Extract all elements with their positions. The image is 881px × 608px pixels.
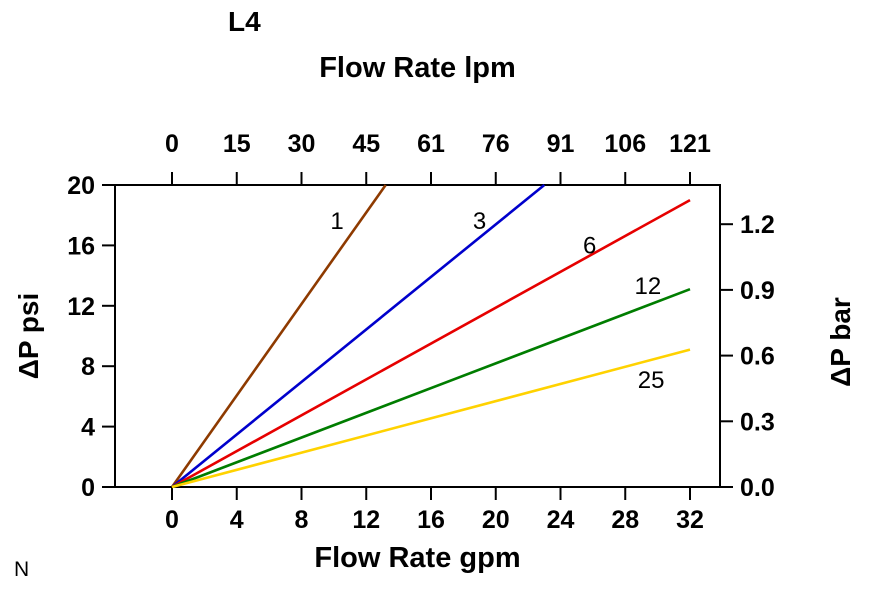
corner-mark: N xyxy=(14,558,30,581)
x-top-tick-label: 45 xyxy=(352,130,380,158)
series-line-3 xyxy=(171,183,546,489)
x-bottom-tick-label: 28 xyxy=(611,506,639,534)
series-line-6 xyxy=(171,198,691,489)
y-left-tick-label: 16 xyxy=(67,232,95,260)
y-left-tick-label: 20 xyxy=(67,172,95,200)
x-bottom-tick-label: 0 xyxy=(165,506,179,534)
x-bottom-tick-label: 12 xyxy=(352,506,380,534)
series-line-12 xyxy=(171,287,691,489)
x-top-tick-label: 91 xyxy=(547,130,575,158)
y-left-tick-label: 8 xyxy=(81,353,95,381)
x-top-tick-label: 121 xyxy=(669,130,711,158)
x-bottom-tick-label: 20 xyxy=(482,506,510,534)
series-line-1 xyxy=(170,184,387,488)
series-label-3: 3 xyxy=(473,208,486,235)
x-top-tick-label: 30 xyxy=(288,130,316,158)
x-top-tick-label: 15 xyxy=(223,130,251,158)
series-label-25: 25 xyxy=(638,367,665,394)
series-label-1: 1 xyxy=(330,208,343,235)
plot-border xyxy=(114,184,721,488)
y-right-tick-label: 0.6 xyxy=(740,343,775,371)
y-left-tick-label: 4 xyxy=(81,414,95,442)
x-bottom-tick-label: 32 xyxy=(676,506,704,534)
series-label-6: 6 xyxy=(583,232,596,259)
x-top-tick-label: 106 xyxy=(604,130,646,158)
x-top-tick-label: 76 xyxy=(482,130,510,158)
x-bottom-tick-label: 16 xyxy=(417,506,445,534)
y-right-tick-label: 0.3 xyxy=(740,408,775,436)
x-bottom-tick-label: 24 xyxy=(547,506,575,534)
y-right-tick-label: 0.0 xyxy=(740,474,775,502)
x-top-tick-label: 0 xyxy=(165,130,179,158)
x-bottom-tick-label: 4 xyxy=(230,506,244,534)
x-top-tick-label: 61 xyxy=(417,130,445,158)
bottom-axis-label: Flow Rate gpm xyxy=(314,542,521,574)
y-right-tick-label: 1.2 xyxy=(740,211,775,239)
y-left-tick-label: 0 xyxy=(81,474,95,502)
y-left-tick-label: 12 xyxy=(67,293,95,321)
top-axis-label: Flow Rate lpm xyxy=(319,52,516,84)
chart-title: L4 xyxy=(228,6,261,37)
x-bottom-tick-label: 8 xyxy=(295,506,309,534)
series-line-25 xyxy=(171,348,691,489)
series-label-12: 12 xyxy=(635,273,662,300)
y-right-tick-label: 0.9 xyxy=(740,277,775,305)
